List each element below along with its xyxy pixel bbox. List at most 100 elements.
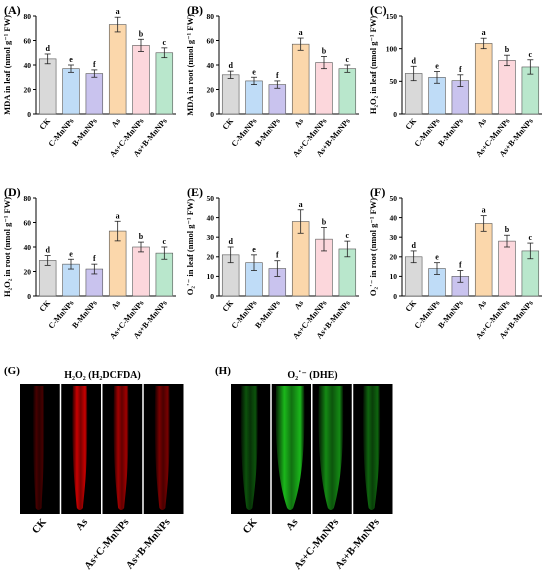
y-tick-label: 20 bbox=[207, 85, 215, 94]
y-tick-label: 150 bbox=[386, 12, 398, 21]
y-tick-label: 20 bbox=[207, 253, 215, 262]
micrograph-label: CK bbox=[241, 516, 260, 536]
bar bbox=[315, 62, 333, 115]
y-tick-label: 20 bbox=[24, 85, 32, 94]
y-tick-label: 0 bbox=[210, 110, 214, 119]
micrograph-label: As+B-MnNPs bbox=[334, 517, 382, 572]
x-tick-label: B-MnNPs bbox=[70, 299, 99, 331]
panel-label: (A) bbox=[4, 3, 21, 17]
root-stain bbox=[240, 386, 258, 510]
y-tick-label: 100 bbox=[386, 44, 398, 53]
significance-letter: c bbox=[529, 233, 533, 242]
x-tick-label: As bbox=[293, 299, 306, 312]
y-tick-label: 30 bbox=[207, 233, 215, 242]
micrograph-label: As bbox=[74, 517, 90, 533]
y-tick-label: 0 bbox=[393, 292, 397, 301]
x-tick-label: As bbox=[476, 299, 489, 312]
y-tick-label: 0 bbox=[27, 292, 31, 301]
chart-panel-b: (B)MDA in root (nmol g⁻¹ FW) 0 20 40 60 80 d CK… bbox=[185, 3, 359, 159]
y-tick-label: 60 bbox=[207, 36, 215, 45]
significance-letter: a bbox=[299, 200, 303, 209]
chart-panel-e: (E)O₂˙⁻ in leaf (nmol g⁻¹ FW) 0 10 20 30 40 50… bbox=[185, 185, 359, 341]
x-tick-label: B-MnNPs bbox=[436, 117, 465, 149]
root-stain bbox=[363, 386, 381, 510]
y-tick-label: 0 bbox=[210, 292, 214, 301]
x-tick-label: B-MnNPs bbox=[436, 299, 465, 331]
y-tick-label: 80 bbox=[207, 12, 215, 21]
x-tick-label: As bbox=[110, 117, 123, 130]
x-tick-label: B-MnNPs bbox=[253, 117, 282, 149]
significance-letter: a bbox=[482, 206, 486, 215]
y-tick-label: 60 bbox=[24, 36, 32, 45]
y-tick-label: 50 bbox=[390, 194, 398, 203]
x-tick-label: CK bbox=[38, 298, 53, 314]
significance-letter: d bbox=[411, 56, 416, 65]
significance-letter: b bbox=[505, 225, 510, 234]
panel-label: (G) bbox=[4, 365, 20, 377]
bar bbox=[498, 60, 516, 115]
y-axis-label: H₂O₂ in leaf (nmol g⁻¹ FW) bbox=[368, 16, 378, 114]
bar bbox=[132, 246, 150, 297]
x-tick-label: CK bbox=[221, 298, 236, 314]
bar bbox=[245, 80, 263, 115]
significance-letter: d bbox=[45, 246, 50, 255]
significance-letter: d bbox=[411, 241, 416, 250]
significance-letter: c bbox=[346, 231, 350, 240]
significance-letter: a bbox=[482, 28, 486, 37]
x-tick-label: As bbox=[110, 299, 123, 312]
significance-letter: a bbox=[116, 7, 120, 16]
y-tick-label: 20 bbox=[24, 267, 32, 276]
panel-label: (D) bbox=[4, 185, 21, 199]
micrograph-title: O₂˙⁻ (DHE) bbox=[287, 370, 337, 381]
significance-letter: d bbox=[228, 61, 233, 70]
bar bbox=[62, 68, 80, 115]
significance-letter: b bbox=[322, 217, 327, 226]
y-tick-label: 40 bbox=[390, 213, 398, 222]
significance-letter: c bbox=[163, 38, 167, 47]
chart-panel-c: (C)H₂O₂ in leaf (nmol g⁻¹ FW) 0 50 100 150 d C… bbox=[368, 3, 542, 159]
significance-letter: f bbox=[93, 254, 96, 263]
significance-letter: e bbox=[435, 253, 439, 262]
significance-letter: b bbox=[139, 29, 144, 38]
y-tick-label: 20 bbox=[390, 253, 398, 262]
root-stain bbox=[318, 386, 344, 510]
bar bbox=[474, 223, 493, 297]
y-tick-label: 10 bbox=[207, 272, 215, 281]
chart-panel-a: (A)MDA in leaf (nmol g⁻¹ FW) 0 20 40 60 80 d CK… bbox=[2, 3, 176, 159]
x-tick-label: CK bbox=[221, 116, 236, 132]
panel-label: (B) bbox=[187, 3, 203, 17]
chart-panel-d: (D)H₂O₂ in root (nmol g⁻¹ FW) 0 20 40 60 80 d C… bbox=[2, 185, 176, 341]
micrograph-label: As bbox=[284, 517, 300, 533]
y-tick-label: 40 bbox=[207, 213, 215, 222]
micrograph-label: CK bbox=[30, 516, 49, 536]
bar bbox=[474, 43, 493, 115]
significance-letter: c bbox=[529, 50, 533, 59]
y-tick-label: 40 bbox=[24, 61, 32, 70]
bar bbox=[268, 84, 287, 115]
x-tick-label: As bbox=[476, 117, 489, 130]
bar bbox=[291, 43, 310, 115]
significance-letter: e bbox=[69, 249, 73, 258]
micrograph-label: As+B-MnNPs bbox=[124, 517, 172, 572]
bar bbox=[132, 45, 150, 115]
root-stain bbox=[72, 386, 88, 510]
significance-letter: e bbox=[252, 67, 256, 76]
y-tick-label: 0 bbox=[393, 110, 397, 119]
bar bbox=[108, 24, 127, 115]
root-stain bbox=[113, 386, 129, 510]
chart-panel-f: (F)O₂˙⁻ in root (nmol g⁻¹ FW) 0 10 20 30 40 50… bbox=[368, 185, 542, 341]
panel-label: (E) bbox=[187, 185, 203, 199]
panel-label: (F) bbox=[370, 185, 385, 199]
significance-letter: e bbox=[69, 55, 73, 64]
y-axis-label: MDA in root (nmol g⁻¹ FW) bbox=[185, 14, 195, 116]
root-stain bbox=[154, 386, 170, 510]
significance-letter: f bbox=[459, 65, 462, 74]
x-tick-label: CK bbox=[404, 298, 419, 314]
bar bbox=[155, 52, 174, 115]
x-tick-label: CK bbox=[404, 116, 419, 132]
y-axis-label: O₂˙⁻ in root (nmol g⁻¹ FW) bbox=[368, 198, 378, 296]
y-tick-label: 60 bbox=[24, 218, 32, 227]
significance-letter: e bbox=[435, 62, 439, 71]
